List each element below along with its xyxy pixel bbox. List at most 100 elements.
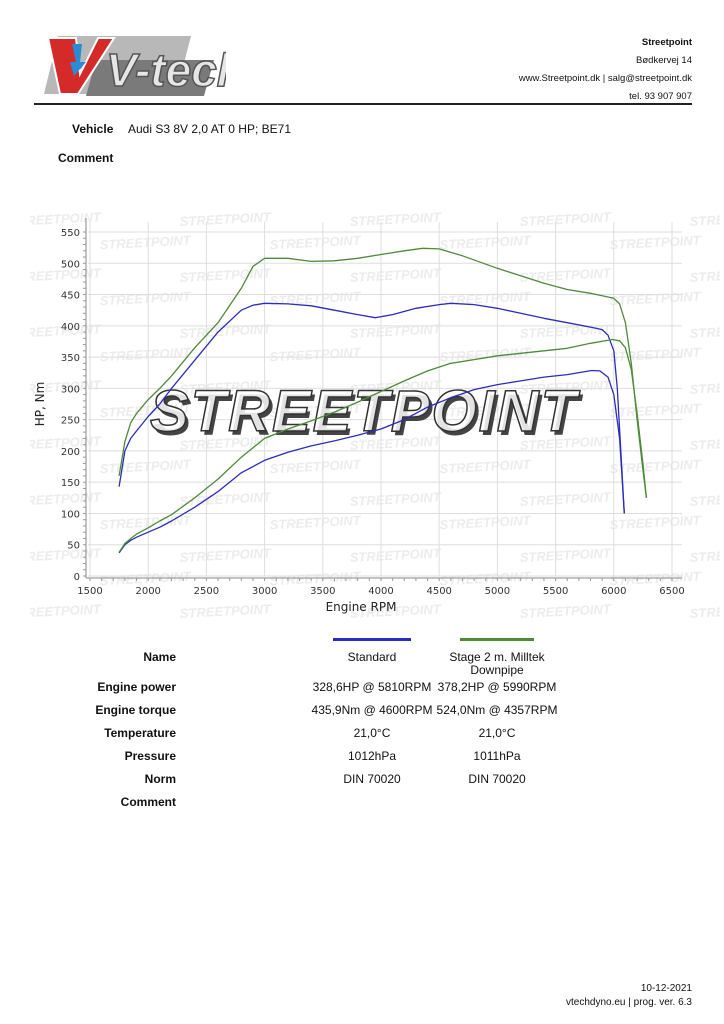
watermark-text: STREETPOINT [519, 265, 612, 285]
svg-text:0: 0 [74, 572, 80, 583]
watermark-text: STREETPOINT [179, 265, 272, 285]
svg-text:5000: 5000 [485, 586, 510, 597]
streetpoint-watermark-logo: STREETPOINT STREETPOINT [149, 378, 584, 448]
program-version: vtechdyno.eu | prog. ver. 6.3 [565, 997, 692, 1008]
company-info: Streetpoint Bødkervej 14 www.Streetpoint… [519, 34, 692, 106]
watermark-text: STREETPOINT [179, 601, 272, 621]
watermark-text: STREETPOINT [349, 433, 442, 453]
legend-standard-line [333, 638, 411, 641]
series-line-1 [118, 369, 625, 554]
watermark-text: STREETPOINT [609, 513, 702, 533]
row-label-temperature: Temperature [104, 726, 176, 740]
company-phone: tel. 93 907 907 [629, 91, 692, 102]
row-label-name: Name [143, 650, 176, 664]
chart-series [118, 247, 648, 554]
run2-power: 378,2HP @ 5990RPM [437, 680, 557, 694]
header-divider [34, 103, 692, 105]
watermark-text: STREETPOINT [519, 377, 612, 397]
svg-text:4500: 4500 [426, 586, 451, 597]
svg-text:6000: 6000 [601, 586, 626, 597]
svg-text:6500: 6500 [659, 586, 684, 597]
watermark-text: STREETPOINT [439, 401, 532, 421]
report-date: 10-12-2021 [640, 983, 692, 994]
run2-norm: DIN 70020 [468, 772, 526, 786]
watermark-text: STREETPOINT [179, 489, 272, 509]
watermark-text: STREETPOINT [99, 289, 192, 309]
watermark-text: STREETPOINT [689, 265, 720, 285]
run2-temperature: 21,0°C [478, 726, 516, 740]
svg-text:V-tech: V-tech [106, 44, 226, 96]
watermark-text: STREETPOINT [349, 377, 442, 397]
watermark-text: STREETPOINT [349, 601, 442, 621]
company-address: Bødkervej 14 [636, 55, 692, 66]
watermark-text: STREETPOINT [30, 265, 102, 285]
row-label-comment: Comment [120, 795, 176, 809]
row-label-torque: Engine torque [95, 703, 176, 717]
watermark-text: STREETPOINT [99, 401, 192, 421]
run2-pressure: 1011hPa [473, 749, 521, 763]
row-label-pressure: Pressure [124, 749, 176, 763]
svg-text:STREETPOINT: STREETPOINT [153, 383, 584, 448]
watermark-text: STREETPOINT [349, 489, 442, 509]
watermark-text: STREETPOINT [30, 601, 102, 621]
svg-text:3500: 3500 [310, 586, 335, 597]
watermark-text: STREETPOINT [30, 209, 102, 229]
watermark-text: STREETPOINT [609, 401, 702, 421]
watermark-text: STREETPOINT [269, 457, 362, 477]
svg-text:2500: 2500 [194, 586, 219, 597]
watermark-text: STREETPOINT [689, 377, 720, 397]
series-line-2 [118, 247, 648, 498]
watermark-text: STREETPOINT [519, 489, 612, 509]
company-web-email: www.Streetpoint.dk | salg@streetpoint.dk [518, 73, 692, 84]
watermark-text: STREETPOINT [519, 321, 612, 341]
watermark-text: STREETPOINT [609, 345, 702, 365]
legend-stage2-line [460, 638, 534, 641]
company-name: Streetpoint [641, 37, 692, 48]
watermark-text: STREETPOINT [99, 233, 192, 253]
watermark-text: STREETPOINT [519, 209, 612, 229]
footer: 10-12-2021 vtechdyno.eu | prog. ver. 6.3 [566, 982, 692, 1010]
svg-text:550: 550 [61, 228, 80, 239]
watermark-text: STREETPOINT [179, 377, 272, 397]
svg-text:250: 250 [61, 416, 80, 427]
watermark-text: STREETPOINT [269, 345, 362, 365]
watermark-text: STREETPOINT [99, 457, 192, 477]
run2-name: Stage 2 m. Milltek Downpipe [449, 650, 545, 677]
watermark-text: STREETPOINT [439, 289, 532, 309]
watermark-text: STREETPOINT [179, 209, 272, 229]
watermark-text: STREETPOINT [689, 321, 720, 341]
watermark-text: STREETPOINT [30, 545, 102, 565]
watermark-text: STREETPOINT [689, 433, 720, 453]
watermark-text: STREETPOINT [439, 457, 532, 477]
run1-temperature: 21,0°C [353, 726, 391, 740]
svg-text:50: 50 [67, 541, 80, 552]
run1-norm: DIN 70020 [343, 772, 401, 786]
watermark-text: STREETPOINT [519, 545, 612, 565]
svg-text:300: 300 [61, 384, 80, 395]
comment-label: Comment [58, 151, 114, 165]
watermark-text: STREETPOINT [30, 489, 102, 509]
watermark-text: STREETPOINT [179, 433, 272, 453]
svg-text:STREETPOINT: STREETPOINT [150, 379, 581, 444]
watermark-text: STREETPOINT [439, 513, 532, 533]
vehicle-label: Vehicle [72, 122, 114, 136]
svg-text:150: 150 [61, 478, 80, 489]
svg-text:100: 100 [61, 509, 80, 520]
dyno-chart: STREETPOINT STREETPOINT STREETPOINT STREETP… [30, 209, 720, 621]
svg-text:HP, Nm: HP, Nm [33, 382, 47, 427]
svg-text:350: 350 [61, 353, 80, 364]
run1-power: 328,6HP @ 5810RPM [312, 680, 432, 694]
chart-grid [88, 222, 682, 577]
watermark-text: STREETPOINT [269, 401, 362, 421]
svg-text:4000: 4000 [368, 586, 393, 597]
watermark-text: STREETPOINT [269, 513, 362, 533]
svg-text:200: 200 [61, 447, 80, 458]
watermark-text: STREETPOINT [269, 233, 362, 253]
vtech-logo: V-tech [44, 36, 226, 97]
row-label-power: Engine power [97, 680, 176, 694]
svg-text:1500: 1500 [77, 586, 102, 597]
run2-torque: 524,0Nm @ 4357RPM [436, 703, 558, 717]
vehicle-value: Audi S3 8V 2,0 AT 0 HP; BE71 [128, 122, 291, 136]
watermark-text: STREETPOINT [349, 321, 442, 341]
svg-text:400: 400 [61, 322, 80, 333]
